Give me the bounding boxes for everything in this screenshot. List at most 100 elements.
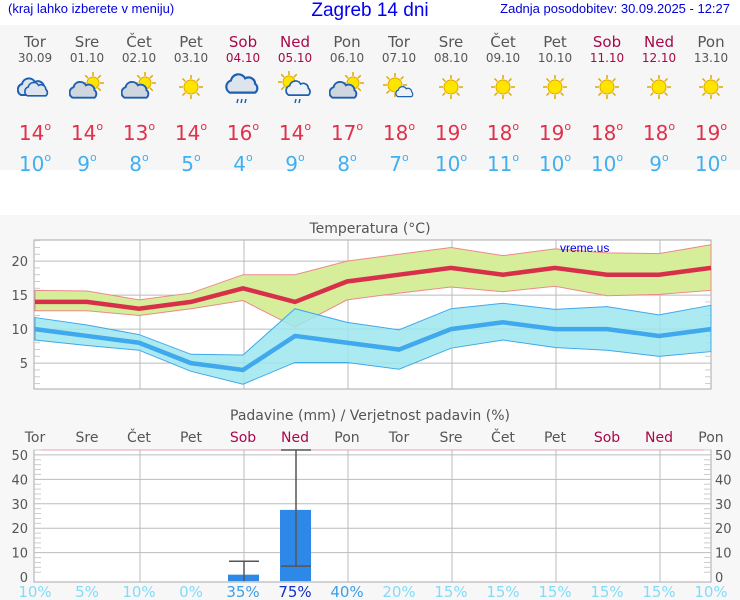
precip-probability: 15% [590, 583, 623, 600]
min-temp: 10o [694, 151, 728, 176]
precip-probability: 5% [75, 583, 99, 600]
min-temp: 11o [486, 151, 520, 176]
min-temp: 9o [77, 151, 97, 176]
y-tick-label: 10 [11, 323, 28, 338]
day-date: 01.10 [69, 51, 105, 65]
precip-day-label: Ned [281, 430, 309, 446]
precip-probability: 15% [538, 583, 571, 600]
y-tick-label-right: 50 [715, 449, 732, 464]
precip-day-label: Čet [491, 428, 515, 446]
min-temp: 9o [285, 151, 305, 176]
max-temp-value: 17 [330, 121, 357, 145]
weather-icon [113, 67, 165, 111]
min-temp: 8o [337, 151, 357, 176]
y-tick-label-right: 30 [715, 498, 732, 513]
mostly-sunny-icon [383, 73, 414, 98]
sun-icon [439, 75, 463, 99]
day-name: Sre [438, 33, 464, 51]
weather-icon [9, 67, 61, 111]
sun-icon [179, 75, 203, 99]
precip-probability: 15% [434, 583, 467, 600]
day-column: Čet 02.10 13o 8o [113, 25, 165, 176]
min-temp-value: 9 [285, 152, 298, 176]
precip-chart-title: Padavine (mm) / Verjetnost padavin (%) [230, 408, 510, 424]
min-temp-value: 9 [649, 152, 662, 176]
max-temp-value: 14 [18, 121, 45, 145]
y-tick-label: 30 [11, 498, 28, 513]
max-temp-value: 14 [278, 121, 305, 145]
y-tick-label: 0 [20, 571, 28, 586]
day-date: 10.10 [537, 51, 573, 65]
sun-icon [647, 75, 671, 99]
weather-icon [165, 67, 217, 111]
y-tick-label: 20 [11, 255, 28, 270]
page-title: Zagreb 14 dni [311, 0, 429, 21]
sun-icon [543, 75, 567, 99]
weather-icon [373, 67, 425, 111]
precip-day-label: Pon [698, 430, 723, 446]
min-temp-value: 7 [389, 152, 402, 176]
max-temp: 14o [70, 120, 104, 145]
day-name: Pon [697, 33, 725, 51]
day-name: Tor [24, 33, 46, 51]
day-date: 11.10 [589, 51, 625, 65]
y-tick-label-right: 40 [715, 473, 732, 488]
min-temp: 7o [389, 151, 409, 176]
weather-icon [529, 67, 581, 111]
day-column: Sre 01.10 14o 9o [61, 25, 113, 176]
day-name: Čet [126, 33, 152, 51]
sun-rain-cloud-icon [278, 71, 311, 104]
day-date: 30.09 [17, 51, 53, 65]
day-name: Sob [592, 33, 622, 51]
precip-day-label: Pet [544, 430, 567, 446]
day-name: Sob [228, 33, 258, 51]
day-name: Sre [74, 33, 100, 51]
max-temp-value: 19 [434, 121, 461, 145]
day-column: Ned 05.10 14o 9o [269, 25, 321, 176]
y-tick-label: 20 [11, 522, 28, 537]
weather-icon [581, 67, 633, 111]
max-temp-value: 16 [226, 121, 253, 145]
precip-day-label: Pet [180, 430, 203, 446]
day-column: Tor 30.09 14o 10o [9, 25, 61, 176]
sun-icon [699, 75, 723, 99]
max-temp: 18o [590, 120, 624, 145]
precip-day-label: Sob [230, 430, 256, 446]
precip-probability: 20% [382, 583, 415, 600]
min-temp-value: 5 [181, 152, 194, 176]
weather-icon [685, 67, 737, 111]
max-temp: 19o [694, 120, 728, 145]
day-name: Pet [543, 33, 567, 51]
sun-icon [595, 75, 619, 99]
y-tick-label: 10 [11, 547, 28, 562]
day-column: Pet 10.10 19o 10o [529, 25, 581, 176]
day-date: 07.10 [381, 51, 417, 65]
min-temp: 8o [129, 151, 149, 176]
header: (kraj lahko izberete v meniju) Zagreb 14… [0, 0, 740, 21]
day-date: 02.10 [121, 51, 157, 65]
y-tick-label-right: 10 [715, 547, 732, 562]
min-temp: 10o [434, 151, 468, 176]
last-updated: Zadnja posodobitev: 30.09.2025 - 12:27 [500, 1, 730, 16]
temp-chart-title: Temperatura (°C) [308, 221, 430, 237]
rain-cloud-icon [225, 73, 259, 104]
charts: Temperatura (°C) 5 10 15 20 vreme.us Padavine … [0, 215, 740, 600]
weather-icon [61, 67, 113, 111]
precip-probability: 75% [278, 583, 311, 600]
weather-icon [321, 67, 373, 111]
day-column: Čet 09.10 18o 11o [477, 25, 529, 176]
min-temp-value: 9 [77, 152, 90, 176]
min-temp-value: 11 [486, 152, 513, 176]
weather-icon [477, 67, 529, 111]
weather-icon [633, 67, 685, 111]
day-column: Pet 03.10 14o 5o [165, 25, 217, 176]
max-temp: 18o [382, 120, 416, 145]
max-temp-value: 14 [174, 121, 201, 145]
partly-cloudy-icon [69, 72, 104, 99]
min-temp-value: 8 [129, 152, 142, 176]
min-temp: 10o [538, 151, 572, 176]
min-temp: 10o [590, 151, 624, 176]
min-temp-value: 10 [694, 152, 721, 176]
max-temp: 14o [18, 120, 52, 145]
min-temp-value: 10 [538, 152, 565, 176]
